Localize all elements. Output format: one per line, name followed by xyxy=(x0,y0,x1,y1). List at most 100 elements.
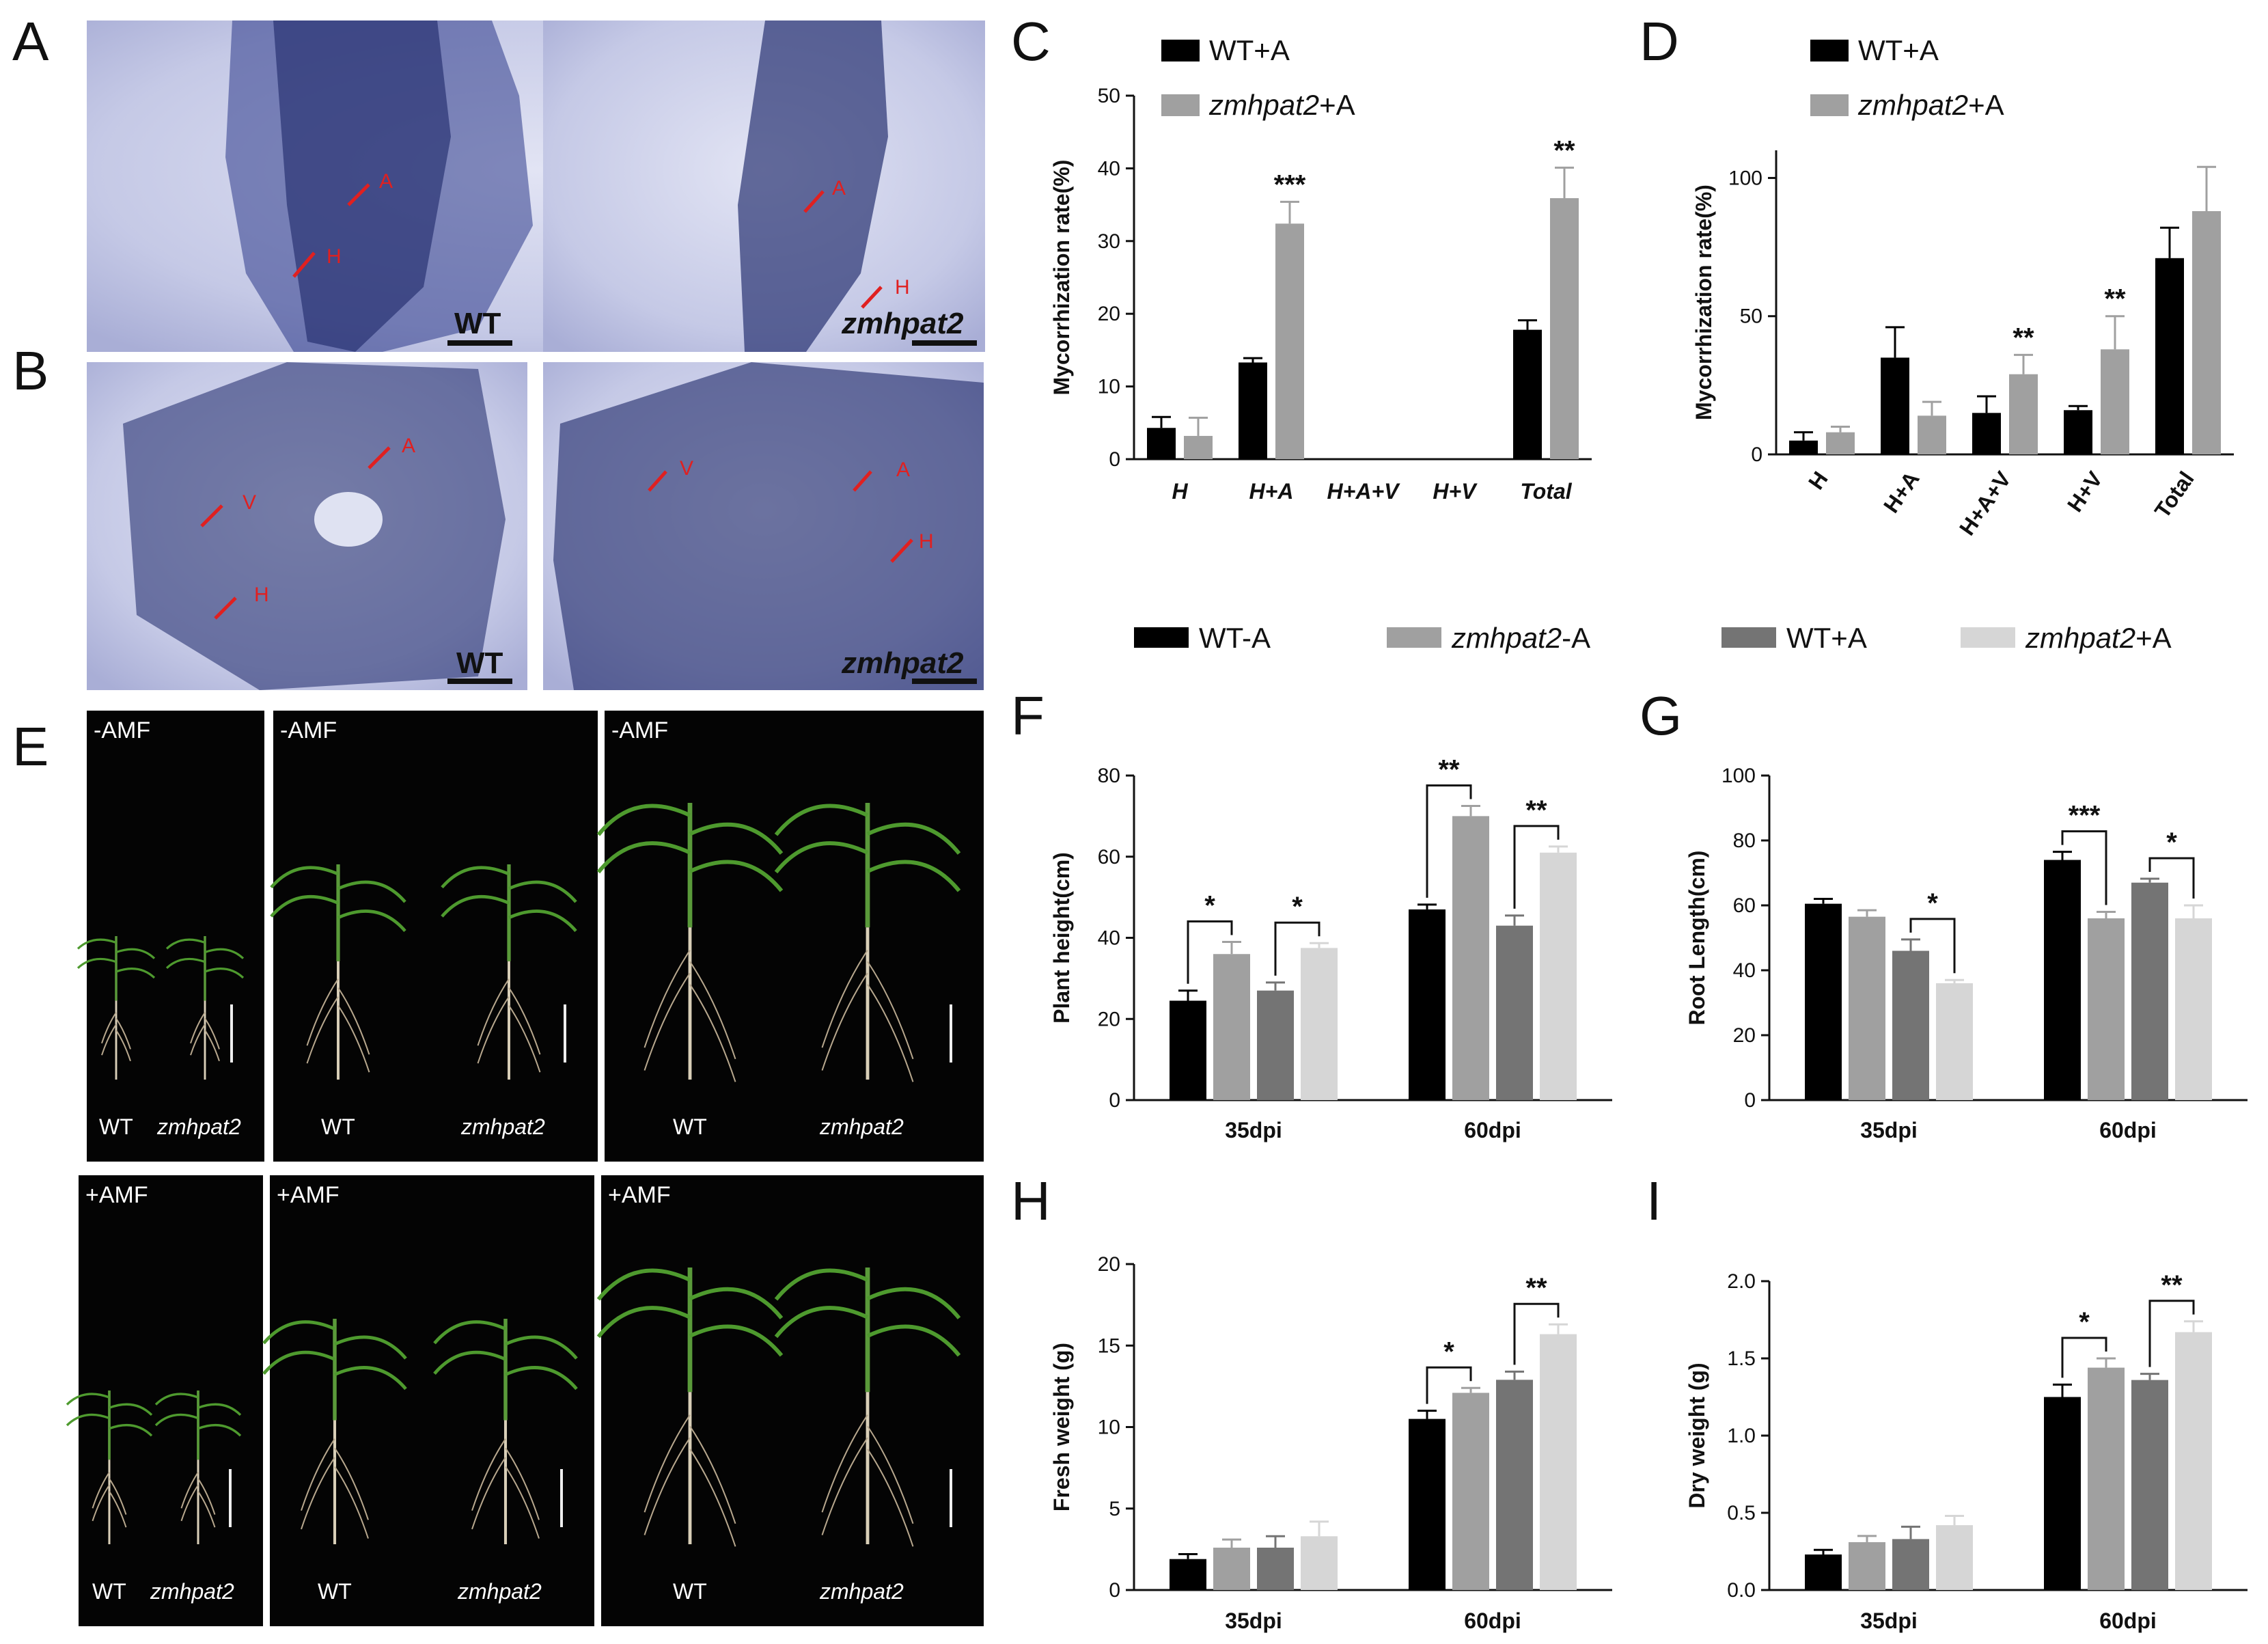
panel-letter-f: F xyxy=(1011,685,1045,746)
seedling-lateral-root xyxy=(867,984,914,1082)
seedling-leaf xyxy=(689,1287,784,1319)
photo-treatment-label: +AMF xyxy=(85,1182,148,1208)
seedling-leaf xyxy=(154,1393,199,1406)
seedling-lateral-root xyxy=(867,1449,914,1547)
seedling-leaf xyxy=(270,866,339,889)
panel-letter-i: I xyxy=(1646,1170,1661,1231)
micro-arrow-label: H xyxy=(895,276,910,299)
seedling-leaf xyxy=(508,880,577,903)
significance-label: * xyxy=(1204,890,1215,920)
photo-genotype-label: zmhpat2 xyxy=(457,1579,542,1604)
seedling-lateral-root xyxy=(92,1472,110,1509)
seedling-leaf xyxy=(689,860,784,892)
seedling-lateral-root xyxy=(101,1024,117,1056)
x-tick-label: Total xyxy=(1520,479,1572,504)
photo-treatment-label: -AMF xyxy=(280,717,337,743)
y-tick-label: 0.0 xyxy=(1727,1579,1756,1602)
legend-swatch-zmhpat2 xyxy=(1161,94,1200,116)
bar xyxy=(2009,374,2038,454)
seedling-lateral-root xyxy=(821,1437,868,1535)
y-tick-label: 50 xyxy=(1740,305,1762,328)
bar xyxy=(1301,948,1338,1100)
y-tick-label: 0 xyxy=(1744,1089,1756,1112)
seedling-lateral-root xyxy=(477,978,510,1046)
seedling-leaf xyxy=(77,938,117,950)
legend-swatch-wt-plus xyxy=(1721,627,1776,648)
micro-arrow-label: H xyxy=(919,530,934,553)
seedling-lateral-root xyxy=(337,1005,370,1073)
y-tick-label: 10 xyxy=(1098,376,1120,398)
y-tick-label: 40 xyxy=(1098,157,1120,180)
seedling-lateral-root xyxy=(334,1466,369,1539)
seedling-lateral-root xyxy=(101,1012,117,1044)
bar xyxy=(1892,1539,1929,1590)
maize-seedling xyxy=(433,1319,578,1544)
seedling-leaf xyxy=(689,822,784,855)
seedling-lateral-root xyxy=(471,1457,506,1530)
y-tick-label: 10 xyxy=(1098,1416,1120,1439)
x-tick-label: 35dpi xyxy=(1225,1118,1282,1142)
x-tick-label: H xyxy=(1172,479,1188,504)
significance-label: *** xyxy=(1274,169,1306,200)
panel-letter-h: H xyxy=(1011,1170,1051,1231)
legend-c: WT+A zmhpat2+A xyxy=(1161,34,1355,121)
seedling-leaf xyxy=(596,841,691,874)
bar xyxy=(1409,1419,1446,1590)
seedling-leaf xyxy=(596,1306,691,1339)
bar xyxy=(1301,1536,1338,1590)
micro-genotype-label: WT xyxy=(456,646,503,680)
y-tick-label: 1.0 xyxy=(1727,1425,1756,1447)
photo-background xyxy=(79,1175,263,1626)
micro-genotype-label: WT xyxy=(454,307,501,340)
bar xyxy=(1170,1000,1206,1100)
y-tick-label: 5 xyxy=(1109,1498,1120,1520)
seedling-leaf xyxy=(204,968,245,979)
photo-background xyxy=(605,711,984,1162)
legend-swatch-wt-minus xyxy=(1134,627,1189,648)
seedling-lateral-root xyxy=(306,996,339,1064)
seedling-leaf xyxy=(433,1350,506,1375)
y-tick-label: 80 xyxy=(1733,830,1756,852)
seedling-lateral-root xyxy=(92,1484,110,1522)
plant-photo-tile: -AMF WT zmhpat2 xyxy=(270,711,598,1162)
bar xyxy=(1257,990,1294,1100)
bar xyxy=(2044,1397,2081,1590)
photo-background xyxy=(87,711,264,1162)
photo-genotype-label: WT xyxy=(99,1114,133,1139)
y-tick-label: 80 xyxy=(1098,765,1120,787)
seedling-leaf xyxy=(270,894,339,918)
seedling-leaf xyxy=(334,1366,407,1390)
y-axis-label: Root Length(cm) xyxy=(1685,851,1709,1026)
seedling-lateral-root xyxy=(644,950,691,1048)
y-tick-label: 20 xyxy=(1098,1253,1120,1276)
seedling-lateral-root xyxy=(109,1478,127,1515)
bar xyxy=(2175,1332,2212,1590)
micrograph-b-wt: A V H WT xyxy=(87,362,527,690)
significance-label: ** xyxy=(1553,135,1575,165)
significance-label: * xyxy=(1443,1337,1454,1367)
bar xyxy=(1881,357,1909,454)
y-axis-label: Mycorrhization rate(%) xyxy=(1049,160,1074,396)
x-tick-label: H+V xyxy=(1433,479,1478,504)
bar xyxy=(2131,882,2168,1100)
y-tick-label: 60 xyxy=(1098,846,1120,868)
seedling-lateral-root xyxy=(505,1466,540,1539)
legend-growth: WT-A zmhpat2-A WT+A zmhpat2+A xyxy=(1134,622,2172,654)
seedling-lateral-root xyxy=(508,1005,541,1073)
seedling-lateral-root xyxy=(204,1017,220,1050)
bar xyxy=(1170,1559,1206,1590)
seedling-leaf xyxy=(66,1393,110,1406)
bar xyxy=(2088,918,2125,1100)
x-tick-label: 60dpi xyxy=(1464,1118,1521,1142)
seedling-leaf xyxy=(154,1413,199,1427)
micrograph-a-zmhpat2: A H zmhpat2 xyxy=(543,20,984,352)
seedling-leaf xyxy=(596,1268,691,1301)
photo-genotype-label: WT xyxy=(673,1579,707,1604)
panel-letter-g: G xyxy=(1640,685,1682,746)
plant-photo-tile: +AMF WT zmhpat2 xyxy=(596,1175,984,1626)
photo-genotype-label: zmhpat2 xyxy=(156,1114,241,1139)
plant-photo-tile: +AMF WT zmhpat2 xyxy=(262,1175,594,1626)
photo-genotype-label: zmhpat2 xyxy=(819,1114,904,1139)
